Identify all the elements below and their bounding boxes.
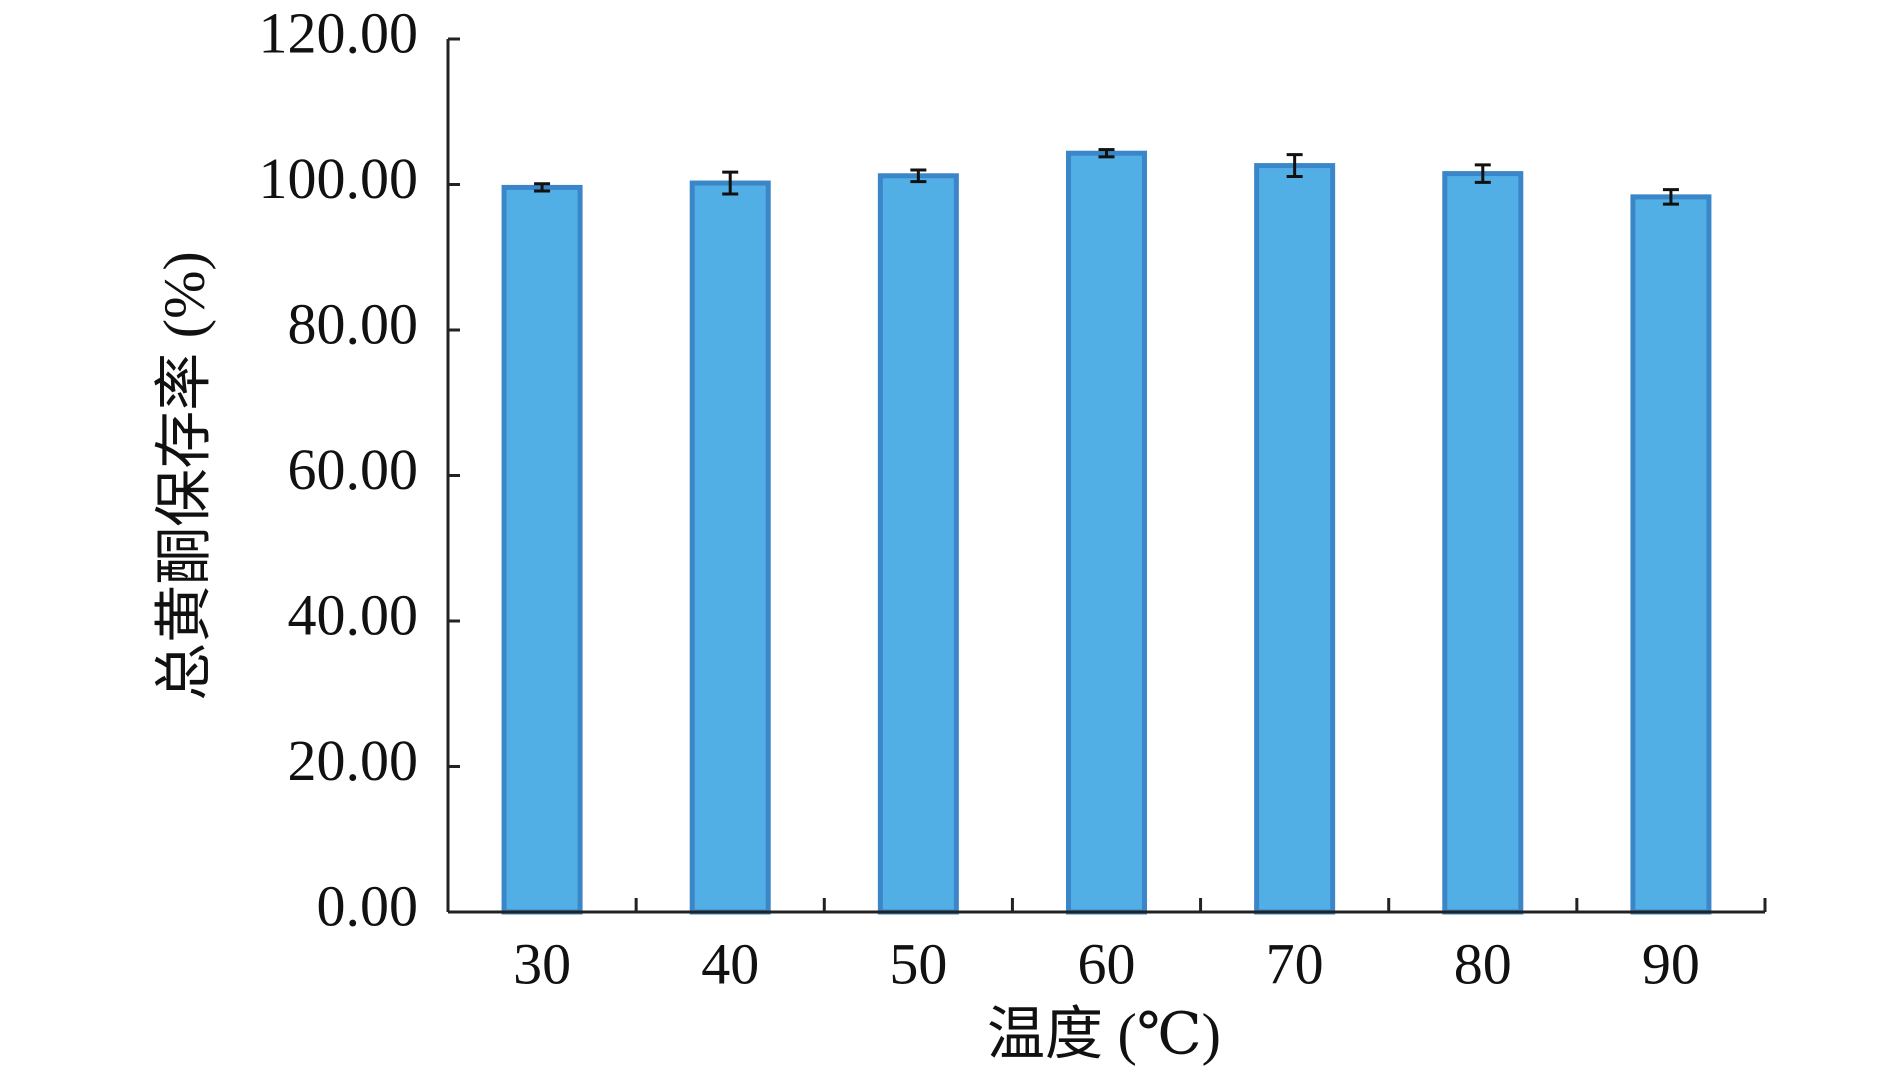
error-bar [1286,153,1303,178]
y-tick-label: 100.00 [259,146,419,211]
bar [1630,194,1712,915]
error-bar [722,170,739,196]
x-tick-label: 80 [1454,931,1512,996]
x-tick-label: 30 [513,931,571,996]
error-bar [1098,148,1115,159]
bar [877,173,959,915]
x-tick-label: 50 [889,931,947,996]
y-axis-title: 总黄酮保存率 (%) [151,251,216,700]
error-bar [1474,163,1491,184]
error-bar [534,182,551,193]
y-tick-label: 40.00 [288,582,419,647]
x-tick-label: 40 [701,931,759,996]
x-tick-label: 90 [1642,931,1700,996]
y-tick-label: 20.00 [288,728,419,793]
bar [1254,163,1336,915]
x-tick-label: 60 [1078,931,1136,996]
error-bar [1662,188,1679,206]
y-tick-label: 80.00 [288,291,419,356]
x-axis-title: 温度 (℃) [987,1001,1221,1066]
x-tick-label: 70 [1266,931,1324,996]
y-tick-label: 120.00 [259,0,419,65]
y-tick-label: 0.00 [317,873,419,938]
bar [1066,150,1147,915]
bar [1442,171,1524,915]
bar [689,180,771,915]
y-tick-label: 60.00 [288,437,419,502]
bar [501,184,583,915]
error-bar [910,168,927,184]
